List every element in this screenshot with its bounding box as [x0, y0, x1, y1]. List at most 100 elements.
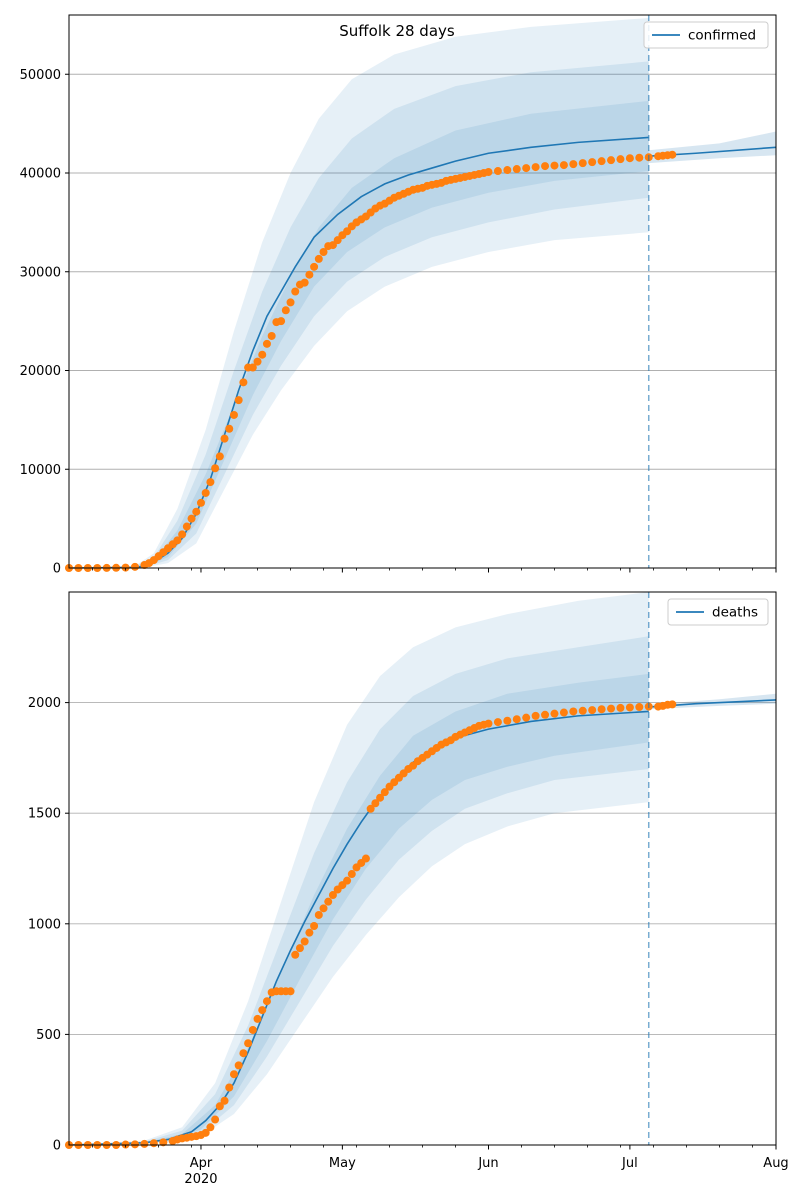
observed-point	[310, 922, 319, 931]
observed-point	[201, 488, 210, 497]
observed-point	[380, 788, 389, 797]
observed-point	[244, 1039, 253, 1048]
observed-point	[130, 1140, 139, 1149]
observed-point	[239, 378, 248, 387]
observed-point	[277, 317, 286, 326]
observed-point	[588, 706, 597, 715]
observed-point	[559, 161, 568, 170]
observed-point	[503, 716, 512, 725]
observed-point	[578, 159, 587, 168]
observed-point	[550, 709, 559, 718]
observed-point	[569, 707, 578, 716]
observed-point	[668, 700, 677, 709]
observed-point	[211, 464, 220, 473]
y-tick-label: 10000	[20, 463, 61, 478]
observed-point	[281, 306, 290, 315]
y-tick-label: 500	[36, 1028, 61, 1043]
observed-point	[541, 710, 550, 719]
observed-point	[225, 424, 234, 433]
observed-point	[625, 703, 634, 712]
observed-point	[484, 719, 493, 728]
observed-point	[215, 1102, 224, 1111]
legend-label: confirmed	[688, 28, 756, 44]
uncertainty-band	[69, 17, 649, 568]
observed-point	[305, 270, 314, 279]
observed-point	[559, 708, 568, 717]
observed-point	[569, 160, 578, 169]
observed-point	[616, 155, 625, 164]
observed-point	[314, 254, 323, 263]
observed-point	[215, 452, 224, 461]
uncertainty-band	[69, 673, 649, 1145]
observed-point	[625, 154, 634, 163]
x-tick-label: Jul	[621, 1156, 638, 1171]
observed-point	[248, 363, 257, 372]
y-tick-label: 50000	[20, 68, 61, 83]
observed-point	[206, 478, 215, 487]
observed-point	[253, 357, 262, 366]
forecast-band	[648, 131, 776, 164]
uncertainty-band	[69, 61, 649, 568]
observed-point	[607, 156, 616, 165]
observed-point	[541, 162, 550, 171]
y-tick-label: 0	[53, 562, 61, 577]
observed-point	[201, 1128, 210, 1137]
observed-point	[220, 434, 229, 443]
x-tick-label: Apr	[190, 1156, 213, 1171]
observed-point	[173, 536, 182, 545]
observed-point	[578, 706, 587, 715]
observed-point	[319, 248, 328, 256]
observed-point	[493, 167, 502, 176]
observed-point	[182, 522, 191, 531]
observed-point	[531, 711, 540, 720]
observed-point	[550, 161, 559, 170]
observed-point	[258, 1006, 267, 1015]
observed-point	[187, 514, 196, 523]
x-tick-label: Aug	[763, 1156, 788, 1171]
observed-point	[178, 530, 187, 539]
observed-point	[234, 1061, 243, 1070]
observed-point	[366, 804, 375, 813]
observed-point	[324, 897, 333, 906]
observed-point	[305, 928, 314, 937]
observed-point	[314, 910, 323, 919]
observed-point	[300, 278, 309, 287]
observed-point	[635, 703, 644, 712]
confirmed-panel: 0 10000 20000 30000 40000 50000 confirmed	[20, 14, 777, 577]
observed-point	[376, 793, 385, 802]
y-tick-label: 20000	[20, 364, 61, 379]
observed-point	[262, 997, 271, 1006]
legend-box	[643, 21, 769, 49]
y-tick-label: 1500	[28, 807, 61, 822]
observed-point	[140, 1139, 149, 1148]
observed-point	[239, 1049, 248, 1058]
observed-point	[229, 410, 238, 419]
observed-point	[484, 168, 493, 177]
uncertainty-band	[69, 100, 649, 568]
observed-point	[206, 1123, 215, 1132]
observed-point	[196, 498, 205, 507]
observed-point	[258, 350, 267, 359]
observed-point	[286, 298, 295, 307]
observed-point	[493, 718, 502, 727]
deaths-panel: 0 500 1000 1500 2000 Apr May Jun Jul Aug 2020 death…	[28, 591, 789, 1187]
y-tick-label: 2000	[28, 696, 61, 711]
observed-point	[253, 1014, 262, 1023]
observed-point	[295, 944, 304, 953]
observed-point	[130, 562, 139, 571]
observed-point	[159, 1138, 168, 1147]
observed-point	[512, 715, 521, 724]
observed-point	[635, 153, 644, 162]
observed-point	[300, 937, 309, 946]
observed-point	[291, 287, 300, 296]
y-tick-label: 30000	[20, 265, 61, 280]
observed-point	[267, 331, 276, 340]
x-year-label: 2020	[184, 1172, 217, 1187]
observed-point	[262, 339, 271, 348]
observed-point	[229, 1070, 238, 1079]
observed-point	[286, 987, 295, 996]
observed-point	[597, 705, 606, 714]
median-line	[68, 136, 649, 569]
observed-point	[220, 1096, 229, 1105]
